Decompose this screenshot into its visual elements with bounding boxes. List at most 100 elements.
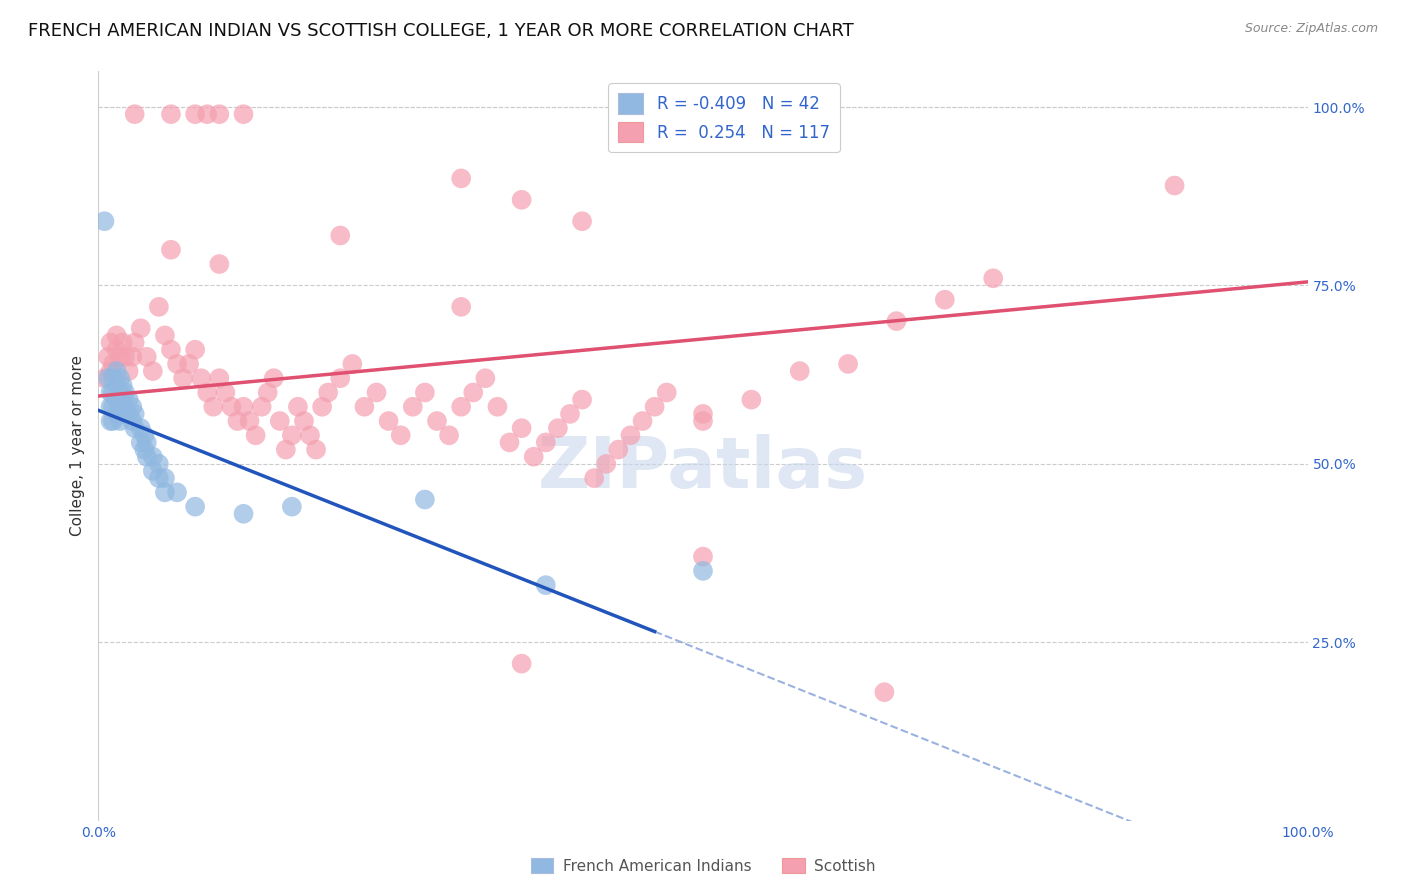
Legend: R = -0.409   N = 42, R =  0.254   N = 117: R = -0.409 N = 42, R = 0.254 N = 117 (609, 84, 839, 153)
Point (166, 357, 188, 371)
Point (329, 228, 352, 243)
Point (111, 392, 134, 407)
Point (148, 457, 170, 471)
Point (316, 385, 339, 400)
Point (232, 107, 254, 121)
Point (299, 428, 322, 442)
Point (607, 442, 630, 457)
Point (619, 428, 641, 442)
Point (134, 428, 156, 442)
Point (105, 364, 128, 378)
Point (389, 428, 412, 442)
Point (208, 107, 231, 121)
Point (148, 300, 170, 314)
Point (1163, 178, 1185, 193)
Point (342, 357, 364, 371)
Point (692, 414, 714, 428)
Point (153, 328, 176, 343)
Point (595, 457, 617, 471)
Point (184, 343, 207, 357)
Point (179, 357, 201, 371)
Point (269, 414, 291, 428)
Point (135, 450, 157, 464)
Point (153, 485, 176, 500)
Point (239, 414, 262, 428)
Point (108, 400, 131, 414)
Point (263, 371, 285, 385)
Point (655, 385, 678, 400)
Point (129, 435, 152, 450)
Point (121, 350, 143, 364)
Text: Source: ZipAtlas.com: Source: ZipAtlas.com (1244, 22, 1378, 36)
Point (571, 214, 593, 228)
Point (837, 357, 859, 371)
Point (292, 414, 315, 428)
Point (873, 685, 896, 699)
Point (221, 400, 243, 414)
Point (413, 385, 436, 400)
Point (135, 350, 157, 364)
Point (124, 421, 146, 435)
Point (402, 400, 425, 414)
Point (101, 385, 124, 400)
Point (105, 328, 128, 343)
Point (232, 507, 254, 521)
Point (105, 392, 128, 407)
Point (118, 407, 141, 421)
Point (100, 414, 122, 428)
Point (474, 371, 496, 385)
Point (134, 442, 156, 457)
Point (111, 335, 134, 350)
Point (100, 385, 122, 400)
Point (114, 385, 136, 400)
Point (111, 407, 134, 421)
Point (498, 435, 520, 450)
Point (135, 435, 157, 450)
Point (232, 400, 254, 414)
Point (510, 193, 533, 207)
Point (195, 107, 218, 121)
Point (413, 492, 436, 507)
Point (100, 335, 122, 350)
Point (692, 407, 714, 421)
Point (153, 471, 176, 485)
Point (108, 371, 131, 385)
Point (108, 350, 131, 364)
Y-axis label: College, 1 year or more: College, 1 year or more (69, 356, 84, 536)
Point (250, 400, 273, 414)
Point (190, 371, 212, 385)
Point (93, 214, 115, 228)
Point (100, 400, 122, 414)
Point (111, 378, 134, 392)
Point (486, 400, 509, 414)
Point (886, 314, 908, 328)
Point (631, 414, 654, 428)
Point (160, 243, 183, 257)
Point (305, 442, 328, 457)
Point (740, 392, 762, 407)
Point (450, 171, 472, 186)
Point (353, 400, 375, 414)
Text: FRENCH AMERICAN INDIAN VS SCOTTISH COLLEGE, 1 YEAR OR MORE CORRELATION CHART: FRENCH AMERICAN INDIAN VS SCOTTISH COLLE… (28, 22, 853, 40)
Point (256, 385, 278, 400)
Point (934, 293, 956, 307)
Point (97, 350, 120, 364)
Point (644, 400, 666, 414)
Point (142, 464, 165, 478)
Point (142, 364, 165, 378)
Point (583, 471, 606, 485)
Point (184, 500, 207, 514)
Point (108, 414, 131, 428)
Point (97, 371, 120, 385)
Point (329, 371, 352, 385)
Point (195, 385, 218, 400)
Point (281, 428, 304, 442)
Point (208, 371, 231, 385)
Point (311, 400, 333, 414)
Point (129, 321, 152, 335)
Point (114, 350, 136, 364)
Point (214, 385, 236, 400)
Point (463, 385, 485, 400)
Point (692, 549, 714, 564)
Point (510, 421, 533, 435)
